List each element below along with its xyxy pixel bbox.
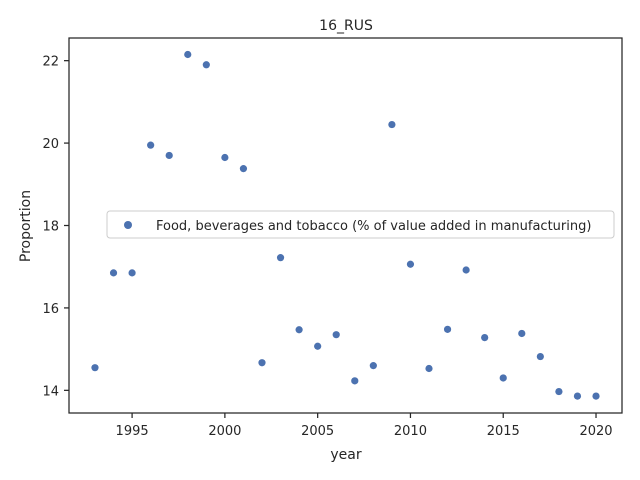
data-point [443,325,452,333]
legend: Food, beverages and tobacco (% of value … [106,210,615,239]
data-point [314,342,322,350]
x-axis-ticks: 1995 2000 2005 2010 2015 2020 [116,413,613,439]
legend-label: Food, beverages and tobacco (% of value … [156,219,591,234]
x-tick-label: 2020 [579,424,612,439]
data-point [109,269,118,277]
data-point [276,254,285,262]
y-tick-label: 22 [42,55,59,70]
data-point [369,362,377,370]
data-point [295,326,303,334]
y-axis-ticks: 14 16 18 20 22 [42,55,69,399]
y-tick-label: 18 [42,220,59,235]
x-axis-title: year [330,447,361,463]
data-point [555,387,563,396]
data-point [351,377,359,385]
data-point [388,120,396,129]
x-tick-label: 2000 [208,424,241,439]
data-point [221,153,229,162]
data-point [462,266,470,274]
data-point [332,331,340,339]
legend-marker [124,221,132,229]
legend-box [106,210,615,239]
data-point [425,364,433,373]
data-point [202,61,210,69]
chart-title: 16_RUS [319,18,373,34]
data-point [406,260,415,268]
data-point [184,50,192,59]
scatter-points [91,50,600,400]
data-point [592,392,600,400]
data-point [573,392,582,400]
y-tick-label: 14 [42,384,59,399]
data-point [239,165,248,173]
x-tick-label: 2010 [394,424,427,439]
data-point [128,269,136,277]
x-tick-label: 2005 [301,424,334,439]
data-point [165,151,173,160]
data-point [536,352,544,361]
x-tick-label: 2015 [487,424,520,439]
data-point [518,329,526,338]
x-tick-label: 1995 [116,424,149,439]
y-tick-label: 16 [42,302,59,317]
data-point [147,141,155,149]
data-point [258,359,266,367]
data-point [499,374,507,382]
y-tick-label: 20 [42,137,59,152]
data-point [481,333,489,342]
data-point [91,364,99,372]
y-axis-title: Proportion [18,190,34,262]
